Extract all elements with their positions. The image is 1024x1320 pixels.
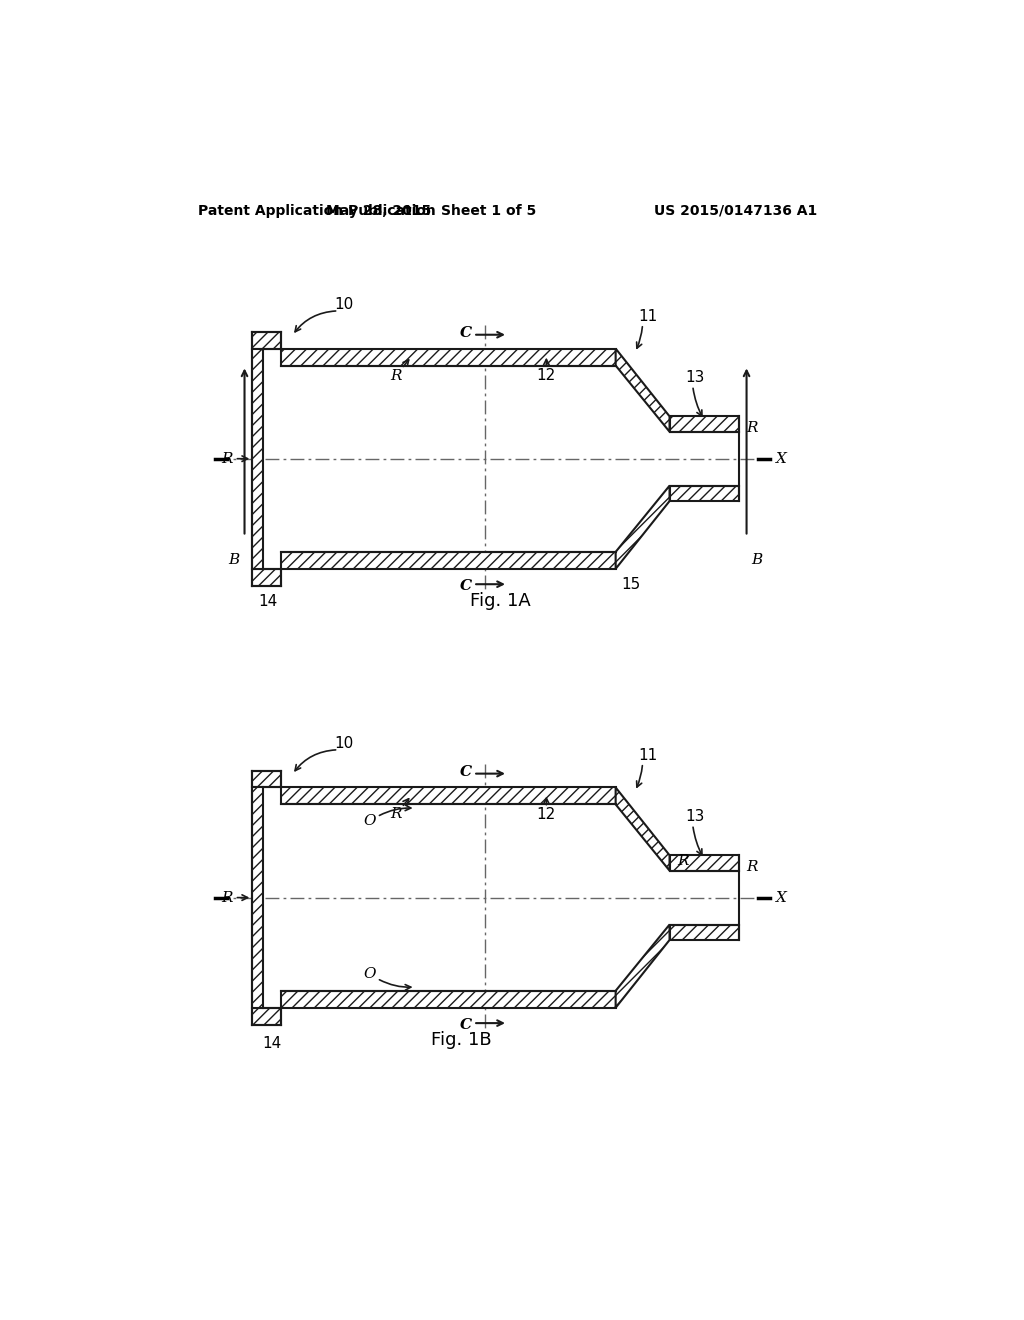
Text: 12: 12 <box>537 807 556 822</box>
Polygon shape <box>615 486 670 569</box>
Polygon shape <box>282 552 615 569</box>
Text: 12: 12 <box>537 368 556 383</box>
Text: 14: 14 <box>258 594 278 609</box>
Text: C: C <box>460 578 472 593</box>
Text: 11: 11 <box>639 309 658 323</box>
Polygon shape <box>252 569 282 586</box>
Polygon shape <box>615 348 670 432</box>
Text: X: X <box>776 891 786 904</box>
Text: R: R <box>746 859 758 874</box>
Polygon shape <box>282 788 615 804</box>
Text: Fig. 1A: Fig. 1A <box>470 593 530 610</box>
Text: B: B <box>228 553 240 566</box>
Text: R: R <box>221 891 232 904</box>
Text: R: R <box>746 421 758 434</box>
Text: 14: 14 <box>262 1036 282 1052</box>
Text: R: R <box>221 451 232 466</box>
Polygon shape <box>252 348 263 569</box>
Text: May 28, 2015  Sheet 1 of 5: May 28, 2015 Sheet 1 of 5 <box>326 203 536 218</box>
Text: R: R <box>390 368 402 383</box>
Text: Fig. 1B: Fig. 1B <box>431 1031 492 1049</box>
Text: C: C <box>460 326 472 341</box>
Polygon shape <box>615 788 670 871</box>
Polygon shape <box>252 331 282 348</box>
Text: C: C <box>460 1018 472 1032</box>
Text: X: X <box>776 451 786 466</box>
Polygon shape <box>282 991 615 1007</box>
Polygon shape <box>670 486 739 502</box>
Text: 10: 10 <box>335 737 354 751</box>
Text: 13: 13 <box>685 809 705 824</box>
Text: Patent Application Publication: Patent Application Publication <box>199 203 436 218</box>
Polygon shape <box>615 924 670 1007</box>
Text: R: R <box>390 808 402 821</box>
Text: 13: 13 <box>685 371 705 385</box>
Text: O: O <box>364 966 376 981</box>
Polygon shape <box>282 348 615 366</box>
Text: 11: 11 <box>639 747 658 763</box>
Polygon shape <box>252 1007 282 1024</box>
Text: 15: 15 <box>622 577 641 591</box>
Polygon shape <box>670 924 739 940</box>
Text: B: B <box>752 553 763 566</box>
Text: O: O <box>364 814 376 829</box>
Polygon shape <box>670 855 739 871</box>
Text: R: R <box>677 854 689 869</box>
Text: 10: 10 <box>335 297 354 313</box>
Polygon shape <box>670 416 739 432</box>
Text: C: C <box>460 766 472 779</box>
Polygon shape <box>252 771 282 788</box>
Polygon shape <box>252 788 263 1007</box>
Text: US 2015/0147136 A1: US 2015/0147136 A1 <box>654 203 817 218</box>
